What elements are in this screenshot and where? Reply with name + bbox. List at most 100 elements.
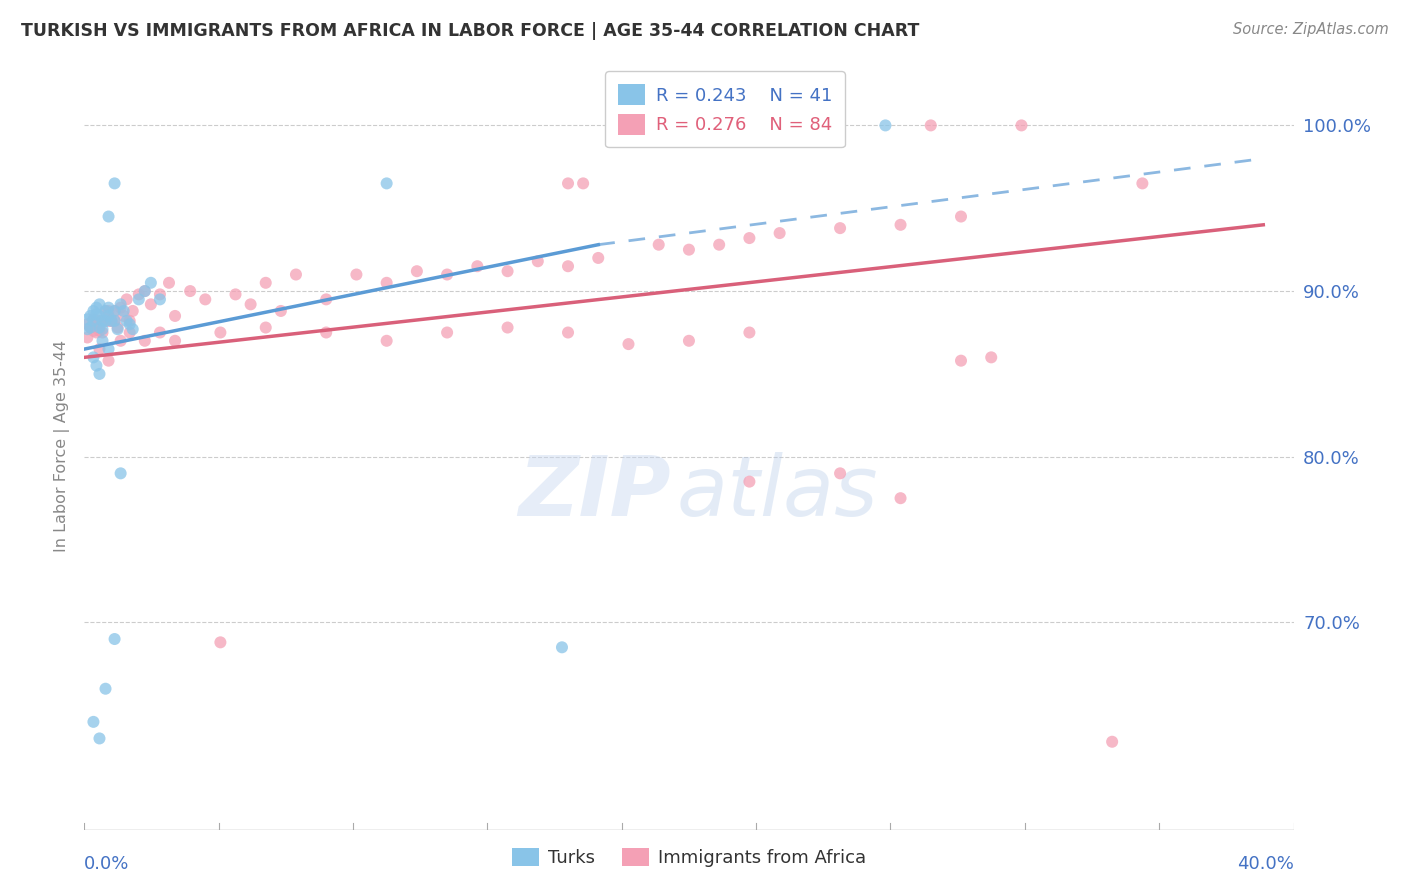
Point xyxy=(128,293,150,307)
Point xyxy=(128,287,150,301)
Text: ZIP: ZIP xyxy=(519,451,671,533)
Legend: Turks, Immigrants from Africa: Turks, Immigrants from Africa xyxy=(505,840,873,874)
Point xyxy=(239,297,262,311)
Point xyxy=(104,304,127,318)
Point xyxy=(91,334,114,348)
Point xyxy=(436,268,458,282)
Point xyxy=(89,342,111,356)
Point xyxy=(94,304,117,318)
Point xyxy=(107,320,129,334)
Point xyxy=(91,322,114,336)
Text: TURKISH VS IMMIGRANTS FROM AFRICA IN LABOR FORCE | AGE 35-44 CORRELATION CHART: TURKISH VS IMMIGRANTS FROM AFRICA IN LAB… xyxy=(21,22,920,40)
Point xyxy=(194,293,217,307)
Point xyxy=(94,681,117,696)
Point xyxy=(270,304,292,318)
Point xyxy=(89,309,111,323)
Point xyxy=(149,326,172,340)
Point xyxy=(467,259,489,273)
Point xyxy=(86,307,108,321)
Text: Source: ZipAtlas.com: Source: ZipAtlas.com xyxy=(1233,22,1389,37)
Point xyxy=(110,467,132,481)
Point xyxy=(104,632,127,646)
Point xyxy=(104,314,127,328)
Point xyxy=(375,177,398,191)
Text: 40.0%: 40.0% xyxy=(1237,855,1294,872)
Point xyxy=(100,314,122,328)
Point xyxy=(134,334,156,348)
Point xyxy=(79,309,101,323)
Point xyxy=(104,177,127,191)
Point xyxy=(165,309,187,323)
Point xyxy=(1130,177,1153,191)
Point xyxy=(121,322,143,336)
Point xyxy=(890,491,912,506)
Point xyxy=(115,314,138,328)
Point xyxy=(82,714,104,729)
Point xyxy=(76,317,98,331)
Point xyxy=(97,353,120,368)
Point xyxy=(91,314,114,328)
Point xyxy=(315,326,337,340)
Point xyxy=(86,301,108,315)
Point xyxy=(285,268,308,282)
Point xyxy=(738,231,761,245)
Point xyxy=(1101,735,1123,749)
Point xyxy=(104,314,127,328)
Point xyxy=(97,314,120,328)
Point xyxy=(82,324,104,338)
Point xyxy=(82,314,104,328)
Point xyxy=(950,353,973,368)
Point xyxy=(97,342,120,356)
Point xyxy=(79,320,101,334)
Point xyxy=(139,297,162,311)
Point xyxy=(97,309,120,323)
Point xyxy=(254,320,277,334)
Point xyxy=(115,293,138,307)
Point xyxy=(920,119,942,133)
Point xyxy=(179,284,201,298)
Point xyxy=(617,337,640,351)
Text: 0.0%: 0.0% xyxy=(84,855,129,872)
Point xyxy=(738,475,761,489)
Point xyxy=(315,293,337,307)
Text: atlas: atlas xyxy=(676,451,879,533)
Point xyxy=(527,254,550,268)
Point xyxy=(89,297,111,311)
Point xyxy=(769,226,792,240)
Point xyxy=(209,326,232,340)
Point xyxy=(648,237,671,252)
Point xyxy=(709,237,731,252)
Point xyxy=(149,293,172,307)
Point xyxy=(980,351,1002,365)
Point xyxy=(346,268,368,282)
Point xyxy=(89,731,111,746)
Point xyxy=(86,314,108,328)
Point xyxy=(406,264,429,278)
Point xyxy=(76,312,98,326)
Point xyxy=(830,221,852,235)
Point xyxy=(149,287,172,301)
Y-axis label: In Labor Force | Age 35-44: In Labor Force | Age 35-44 xyxy=(55,340,70,552)
Point xyxy=(118,317,141,331)
Point xyxy=(110,334,132,348)
Point xyxy=(557,259,579,273)
Point xyxy=(1011,119,1033,133)
Point xyxy=(94,314,117,328)
Point xyxy=(91,326,114,340)
Point xyxy=(110,301,132,315)
Point xyxy=(225,287,247,301)
Point xyxy=(104,304,127,318)
Point xyxy=(830,467,852,481)
Point xyxy=(557,177,579,191)
Point xyxy=(557,326,579,340)
Point xyxy=(551,640,574,655)
Point xyxy=(875,119,897,133)
Point xyxy=(89,320,111,334)
Point xyxy=(94,314,117,328)
Point xyxy=(112,309,135,323)
Point xyxy=(678,334,700,348)
Point xyxy=(110,297,132,311)
Point xyxy=(82,304,104,318)
Point xyxy=(82,351,104,365)
Point xyxy=(121,304,143,318)
